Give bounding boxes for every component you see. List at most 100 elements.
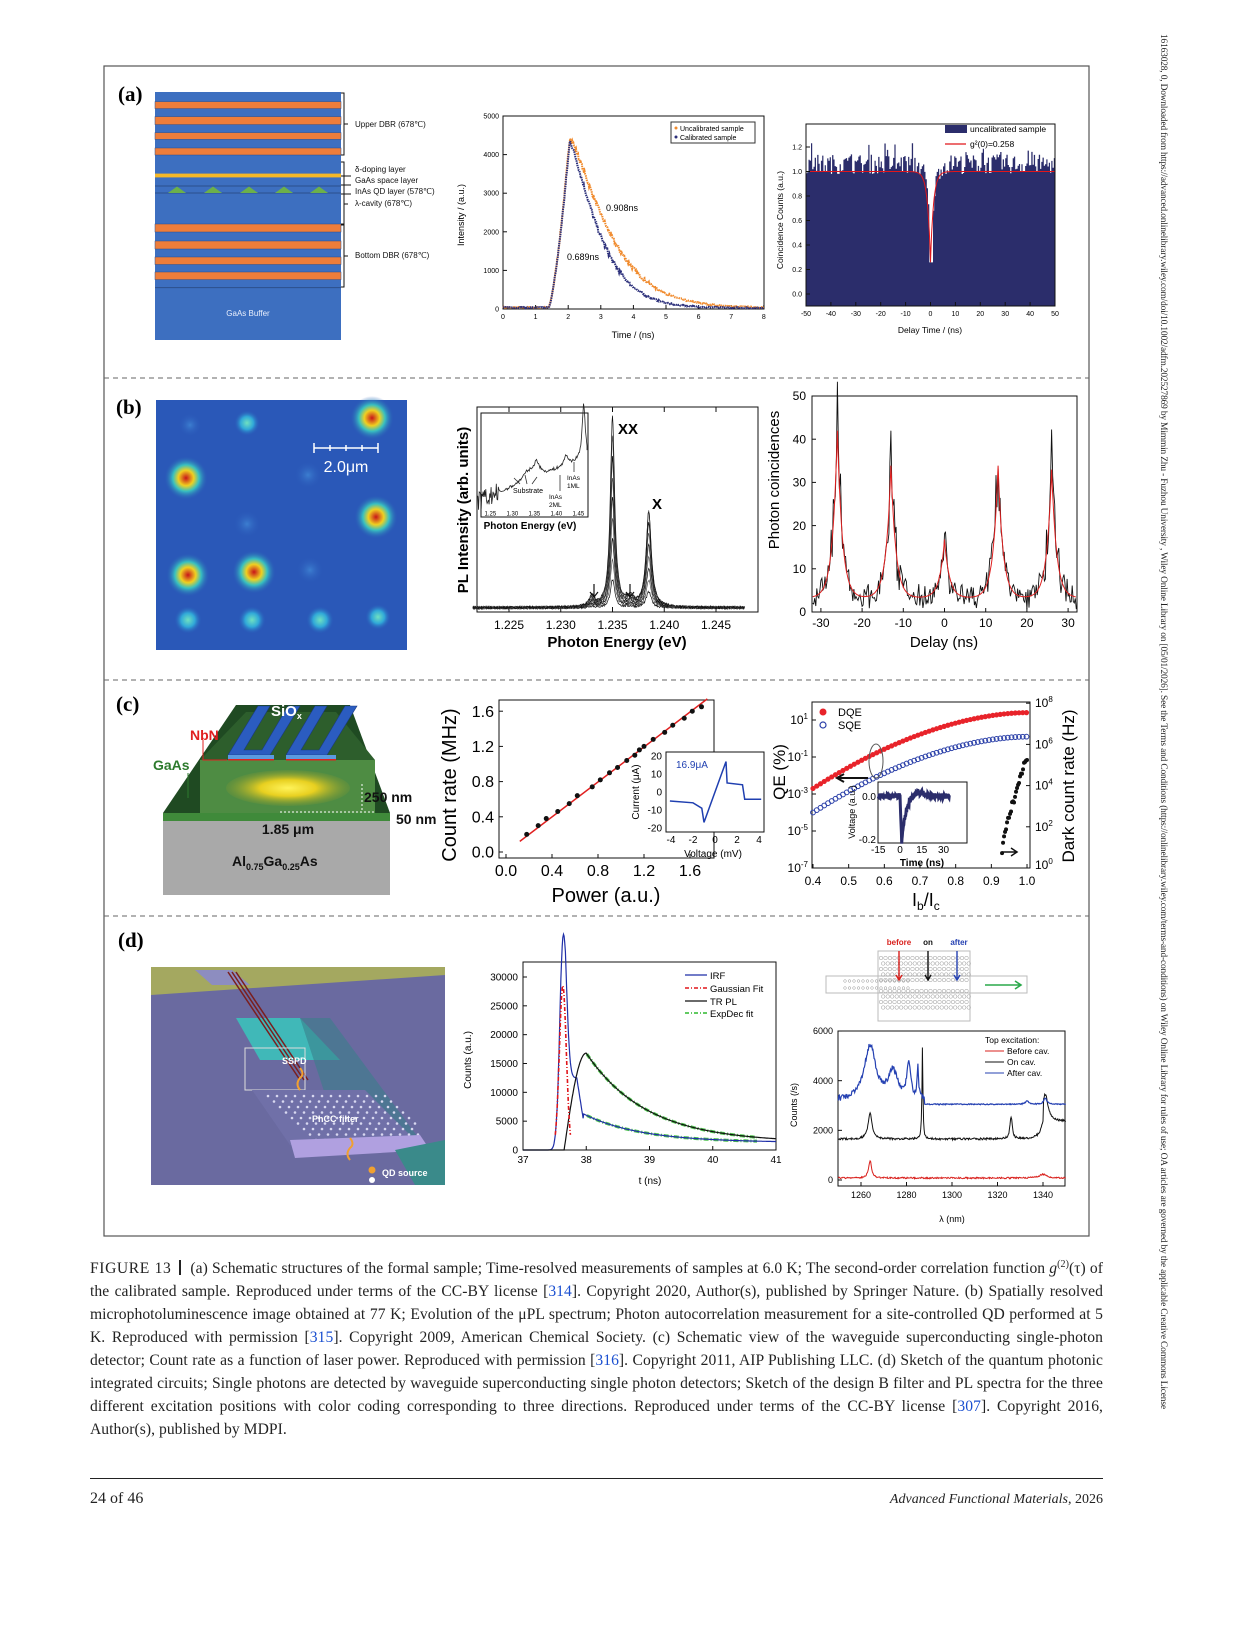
figure-13: (a) (b) (c) (d) Upper DBR (678℃) δ-dopin… — [103, 65, 1090, 1237]
dqe-point — [821, 778, 827, 785]
y-tick-label: 0.0 — [792, 291, 802, 298]
filter-hole — [885, 994, 890, 999]
photonic-crystal-hole — [329, 1127, 333, 1131]
photonic-crystal-hole — [341, 1122, 345, 1125]
inas-2ml-label-2: 2ML — [549, 502, 562, 509]
critical-current-label: 16.9μA — [676, 760, 708, 771]
filter-hole — [890, 961, 895, 966]
reference-link[interactable]: 314 — [548, 1283, 572, 1300]
filter-hole — [937, 955, 942, 961]
x-tick-label: -30 — [851, 311, 861, 318]
filter-hole — [894, 1005, 899, 1010]
x-tick-label: 38 — [581, 1155, 593, 1166]
sqe-point — [903, 760, 910, 767]
photonic-crystal-hole — [332, 1122, 336, 1125]
nbn-pointer — [202, 740, 227, 761]
sqe-point — [933, 749, 940, 756]
emission-spot — [174, 606, 202, 634]
filter-hole — [919, 977, 924, 983]
filter-hole — [881, 994, 886, 999]
photonic-crystal-hole — [335, 1116, 339, 1120]
filter-hole — [878, 966, 884, 972]
filter-hole — [901, 977, 906, 983]
filter-hole — [878, 955, 884, 961]
inset-x-axis-label: Time (ns) — [900, 858, 944, 869]
y-tick-label: 0.8 — [472, 774, 494, 791]
sqe-point — [982, 737, 989, 744]
filter-hole — [957, 994, 962, 999]
nanowire-left — [227, 705, 301, 756]
x-tick-label: 0.8 — [947, 874, 964, 888]
filter-hole — [883, 977, 888, 983]
pl-spectrum-chart: 1.225 1.230 1.235 1.240 1.245 PL Intensity (… — [455, 403, 759, 651]
dimension-lines — [280, 784, 374, 813]
x-axis-label: λ (nm) — [939, 1214, 965, 1224]
legend-marker-dqe — [819, 708, 827, 716]
x-tick-label: 40 — [1026, 311, 1034, 318]
filter-hole — [883, 999, 888, 1005]
photonic-crystal-hole — [320, 1127, 324, 1131]
filter-hole — [932, 977, 938, 983]
legend-trpl: TR PL — [710, 997, 737, 1008]
x-tick-label: 1320 — [987, 1190, 1007, 1200]
reference-link[interactable]: 316 — [595, 1352, 619, 1369]
filter-hole — [962, 994, 967, 999]
waveguide — [290, 1135, 430, 1158]
left-axis-arrow — [834, 773, 868, 783]
y-tick-label: 4000 — [483, 152, 499, 159]
filter-hole — [959, 966, 965, 972]
filter-hole — [930, 1005, 935, 1010]
filter-hole — [887, 955, 893, 961]
filter-hole — [941, 966, 947, 972]
y-tick-label: 1.0 — [792, 169, 802, 176]
waveguide-hole — [883, 986, 888, 990]
filter-hole — [881, 972, 886, 977]
waveguide-hole — [865, 986, 870, 990]
autocorrelation-chart: -30 -20 -10 0 10 20 30 0 10 20 30 40 50 Photon coinc… — [766, 381, 1078, 651]
filter-hole — [944, 961, 949, 966]
caption-text: ]. Copyright 2020, Author(s), published … — [90, 1283, 1103, 1346]
filter-hole — [921, 1005, 926, 1010]
filter-hole — [932, 988, 938, 994]
dqe-point — [825, 776, 831, 782]
photonic-crystal-hole — [413, 1122, 417, 1125]
legend-expdec: ExpDec fit — [710, 1009, 754, 1020]
reference-link[interactable]: 307 — [957, 1398, 981, 1415]
dbr-layer — [154, 271, 342, 280]
dark-count-point — [1017, 781, 1022, 786]
x-tick-label: 0.6 — [876, 874, 893, 888]
y-tick-label: 40 — [793, 432, 807, 446]
x-axis-label: Ib/Ic — [912, 890, 940, 913]
scale-bar — [313, 443, 379, 453]
filter-hole — [944, 1005, 949, 1010]
photonic-crystal-hole — [356, 1094, 360, 1098]
dqe-point — [1001, 711, 1007, 717]
filter-hole — [910, 977, 915, 983]
filter-hole — [959, 988, 965, 994]
photonic-crystal-hole — [275, 1094, 279, 1098]
waveguide-hole — [865, 979, 870, 983]
filter-hole — [946, 955, 951, 961]
sqe-point — [971, 739, 977, 746]
photonic-crystal-hole — [383, 1111, 387, 1114]
photonic-crystal-hole — [284, 1094, 288, 1098]
photonic-crystal-hole — [290, 1116, 294, 1120]
filter-hole — [905, 966, 911, 972]
filter-hole — [917, 1005, 922, 1010]
caption-text: ]. Copyright 2016, Author(s), published … — [90, 1398, 1103, 1438]
sqe-point — [956, 743, 962, 750]
photonic-crystal-hole — [386, 1105, 390, 1109]
photonic-crystal-hole — [305, 1105, 309, 1109]
filter-hole — [939, 961, 944, 966]
filter-hole — [930, 994, 935, 999]
filter-hole — [941, 999, 947, 1005]
data-point — [535, 823, 541, 829]
filter-hole — [959, 955, 965, 961]
filter-hole — [883, 966, 888, 972]
sqe-point — [911, 757, 918, 764]
dbr-layer — [154, 240, 342, 250]
caption-text: ]. Copyright 2009, American Chemical Soc… — [90, 1329, 1104, 1369]
filter-hole — [935, 961, 940, 966]
reference-link[interactable]: 315 — [309, 1329, 334, 1346]
y-tick-label: 1.6 — [472, 704, 494, 721]
